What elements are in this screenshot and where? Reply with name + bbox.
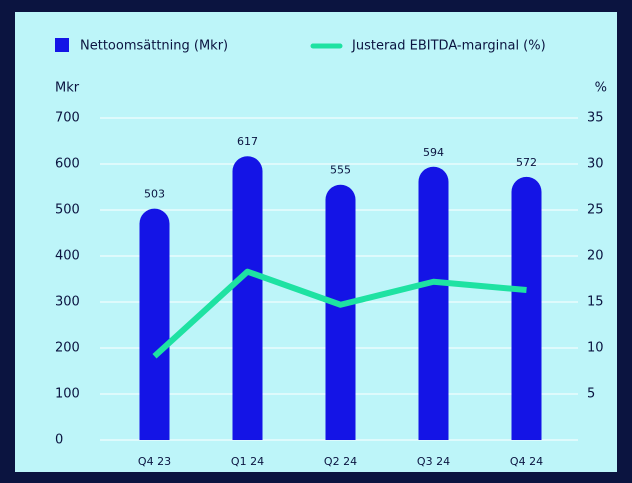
y2-tick-label: 30 (587, 157, 604, 172)
y2-tick-label: 5 (587, 387, 595, 402)
bar (418, 166, 449, 440)
y-tick-label: 0 (55, 433, 63, 448)
bar (511, 176, 542, 440)
bar (325, 184, 356, 440)
y-tick-label: 400 (55, 249, 80, 264)
x-tick-label: Q4 24 (510, 455, 543, 468)
x-tick-label: Q3 24 (417, 455, 450, 468)
y2-tick-label: 20 (587, 249, 604, 264)
y-tick-label: 500 (55, 203, 80, 218)
x-tick-label: Q2 24 (324, 455, 357, 468)
y2-tick-label: 15 (587, 295, 604, 310)
bar-value-label: 555 (330, 164, 351, 177)
legend-label: Nettoomsättning (Mkr) (80, 39, 228, 54)
y-tick-label: 200 (55, 341, 80, 356)
y-tick-label: 700 (55, 111, 80, 126)
y2-tick-label: 10 (587, 341, 604, 356)
y2-tick-label: 25 (587, 203, 604, 218)
x-tick-label: Q1 24 (231, 455, 264, 468)
bar-value-label: 594 (423, 146, 444, 159)
y-tick-label: 300 (55, 295, 80, 310)
bar (139, 208, 170, 440)
bar-value-label: 617 (237, 135, 258, 148)
legend-label: Justerad EBITDA-marginal (%) (351, 39, 546, 54)
y-tick-label: 100 (55, 387, 80, 402)
y-tick-label: 600 (55, 157, 80, 172)
line (152, 268, 527, 359)
legend-swatch (55, 38, 69, 52)
bar-value-label: 572 (516, 156, 537, 169)
y-axis-label: Mkr (55, 81, 80, 96)
bar-value-label: 503 (144, 188, 165, 201)
bar (232, 156, 263, 440)
x-tick-label: Q4 23 (138, 455, 171, 468)
y2-axis-label: % (595, 81, 607, 96)
y2-tick-label: 35 (587, 111, 604, 126)
